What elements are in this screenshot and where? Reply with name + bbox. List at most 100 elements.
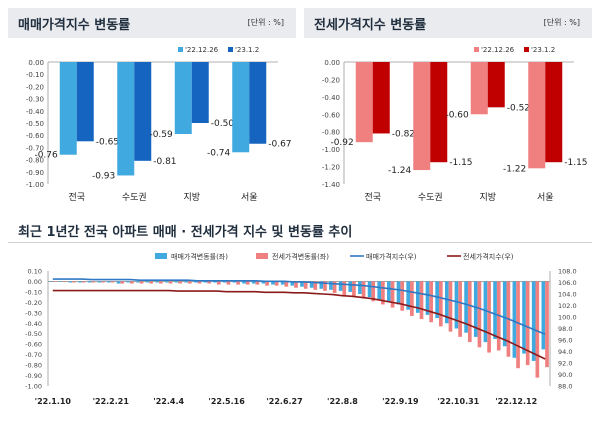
trend-bar [425,281,430,315]
trend-bar [329,281,333,290]
sale-category-label: 수도권 [122,191,147,203]
trend-bar [522,281,526,354]
trend-bar [377,281,382,300]
trend-bar [410,281,414,316]
jeonse-bar [430,62,448,163]
trend-legend-swatch [155,253,167,259]
trend-x-tick-label: '22.9.19 [382,397,419,406]
trend-bar [261,281,266,284]
jeonse-y-tick-label: -0.60 [322,111,340,119]
sale-change-panel: 매매가격지수 변동률 [단위 : %] 0.00 -0.10 -0.20 -0.30 -… [8,8,296,208]
jeonse-value-label: -1.24 [388,166,412,176]
trend-left-tick-label: -0.80 [25,362,42,370]
trend-bar [139,281,144,284]
trend-bar [222,281,227,283]
trend-right-tick-label: 98.0 [558,325,572,333]
trend-bar [72,281,76,283]
trend-bar [323,281,327,291]
sale-value-label: -0.76 [34,151,58,161]
trend-legend-swatch [256,253,268,259]
jeonse-bar [372,62,390,134]
trend-bar [387,281,391,303]
trend-left-tick-label: -0.50 [25,330,42,338]
trend-left-tick-label: -0.40 [25,320,42,328]
trend-left-tick-label: -0.90 [25,372,42,380]
trend-bar [419,281,424,320]
trend-right-tick-label: 88.0 [558,383,572,391]
jeonse-y-tick-label: -0.20 [322,76,340,84]
trend-bar [120,281,125,284]
trend-bar [531,281,536,361]
sale-y-tick-label: 0.00 [28,59,44,67]
trend-line [52,289,546,360]
sale-category-label: 서울 [241,192,258,203]
trend-bar [300,281,304,287]
trend-right-tick-label: 92.0 [558,360,572,368]
jeonse-y-tick-label: -0.80 [322,129,340,137]
trend-bar [168,281,173,284]
trend-bar [216,281,221,285]
trend-bar [197,281,202,284]
sale-value-label: -0.81 [153,157,176,167]
jeonse-bar [487,62,505,108]
trend-bar [165,281,169,283]
trend-bar [265,281,269,286]
trend-bar [116,281,121,284]
sale-y-tick-label: -0.20 [26,83,44,91]
trend-bar [232,281,237,283]
trend-bar [62,281,67,282]
trend-bar [371,281,376,302]
trend-bar [251,281,256,284]
trend-bar [435,281,439,319]
sale-bar [59,62,77,155]
sale-bar [76,62,94,142]
trend-bar [294,281,298,288]
sale-bar [117,62,135,176]
trend-section-divider [8,242,592,243]
trend-bar [525,281,530,366]
trend-bar [381,281,385,305]
trend-bar [390,281,395,308]
sale-y-tick-label: -0.60 [26,132,44,140]
trend-line [52,278,546,336]
trend-left-tick-label: -0.70 [25,351,42,359]
trend-bar [444,281,449,324]
trend-bar [155,281,160,283]
trend-left-tick-label: -0.60 [25,341,42,349]
jeonse-bar [528,62,546,169]
sale-value-label: -0.93 [92,171,115,181]
trend-bar [303,281,308,289]
trend-bar [145,281,150,283]
trend-x-tick-label: '22.5.16 [208,397,245,406]
jeonse-change-unit: [단위 : %] [543,18,580,27]
trend-bar [97,281,102,283]
trend-bar [126,281,131,283]
trend-bar [245,281,250,285]
sale-value-label: -0.74 [207,148,231,158]
trend-legend-label: 전세가격변동률(좌) [272,252,329,261]
jeonse-category-label: 서울 [537,192,554,203]
trend-left-tick-label: -0.20 [25,299,42,307]
sale-change-chart: 0.00-0.10-0.20-0.30-0.40-0.50-0.60-0.70-… [26,46,292,203]
trend-left-tick-label: 0.10 [28,268,42,276]
trend-bar [309,281,314,288]
trend-bar [136,281,140,283]
jeonse-category-label: 지방 [479,192,496,203]
jeonse-bar [355,62,373,143]
trend-x-tick-label: '22.4.4 [153,397,184,406]
trend-right-tick-label: 106.0 [558,279,577,287]
sale-bar [134,62,152,161]
sale-category-label: 지방 [183,192,200,203]
trend-bar [91,281,96,283]
trend-bar [52,281,57,282]
jeonse-value-label: -1.22 [503,164,526,174]
trend-x-tick-label: '22.1.10 [35,397,72,406]
trend-bar [493,281,497,339]
jeonse-change-chart: 0.00 -0.20 -0.40 -0.60 -0.80 -1.00 -1.20 -1.40 '… [322,46,588,203]
trend-bar [361,281,366,299]
sale-y-tick-label: -0.90 [26,169,44,177]
trend-bar [400,281,405,311]
trend-bar [541,281,546,350]
trend-left-tick-label: -0.10 [25,288,42,296]
